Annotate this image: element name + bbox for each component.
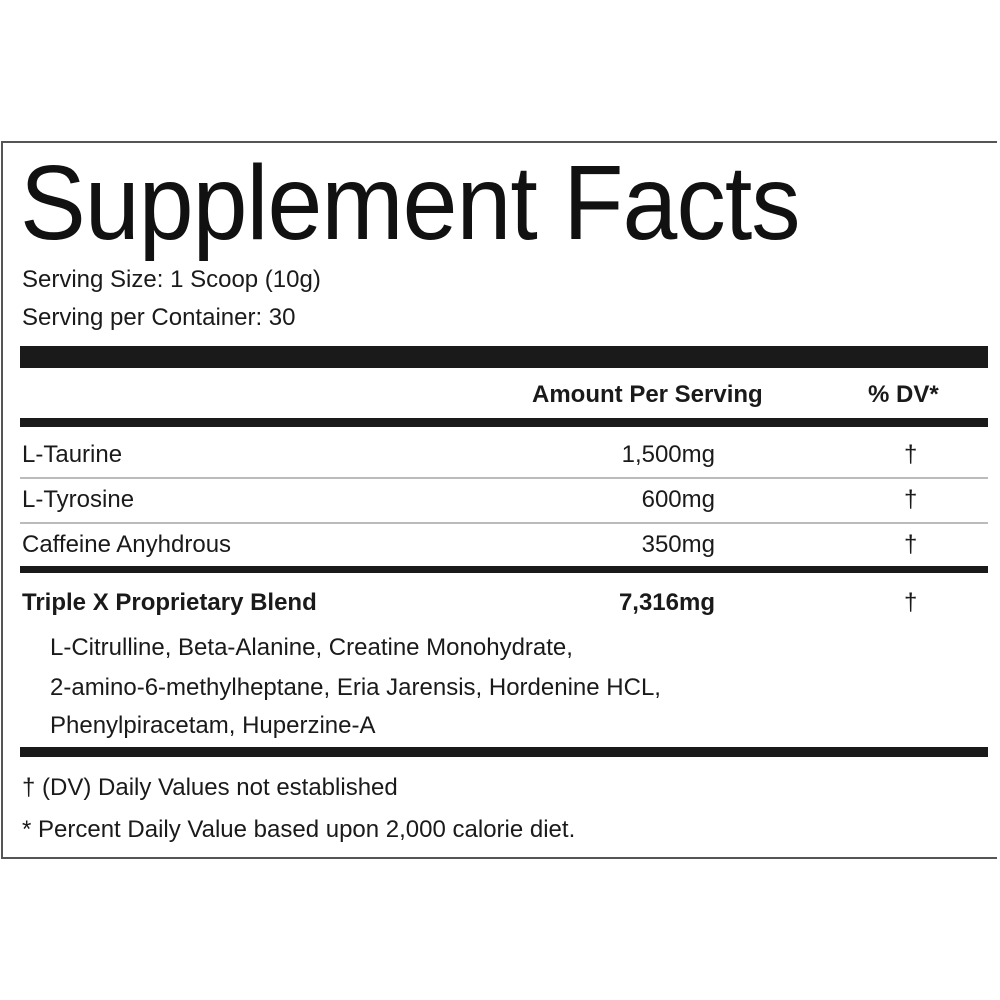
footnote-dv: † (DV) Daily Values not established — [22, 774, 398, 801]
blend-divider — [20, 566, 988, 573]
header-divider — [20, 418, 988, 427]
row-dv: † — [904, 486, 918, 513]
row-dv: † — [904, 441, 918, 468]
blend-ingredients-line: 2-amino-6-methylheptane, Eria Jarensis, … — [50, 674, 661, 701]
row-name: Caffeine Anyhdrous — [22, 531, 232, 558]
row-divider — [20, 522, 988, 524]
blend-ingredients-line: Phenylpiracetam, Huperzine-A — [50, 712, 376, 739]
row-amount: 350mg — [641, 531, 715, 558]
blend-name: Triple X Proprietary Blend — [22, 589, 317, 616]
footnote-percent: * Percent Daily Value based upon 2,000 c… — [22, 816, 576, 843]
row-divider — [20, 477, 988, 479]
blend-ingredients-line: L-Citrulline, Beta-Alanine, Creatine Mon… — [50, 634, 573, 661]
row-amount: 600mg — [641, 486, 715, 513]
header-dv: % DV* — [868, 381, 939, 408]
panel-title: Supplement Facts — [20, 144, 801, 262]
row-dv: † — [904, 531, 918, 558]
row-amount: 1,500mg — [621, 441, 715, 468]
servings-per-container: Serving per Container: 30 — [22, 304, 296, 331]
supplement-facts-panel — [1, 141, 997, 859]
serving-size: Serving Size: 1 Scoop (10g) — [22, 266, 321, 293]
thick-divider — [20, 346, 988, 368]
row-name: L-Taurine — [22, 441, 123, 468]
blend-amount: 7,316mg — [618, 589, 715, 616]
header-amount: Amount Per Serving — [532, 381, 763, 408]
blend-dv: † — [904, 589, 918, 616]
row-name: L-Tyrosine — [22, 486, 135, 513]
footer-divider — [20, 747, 988, 757]
